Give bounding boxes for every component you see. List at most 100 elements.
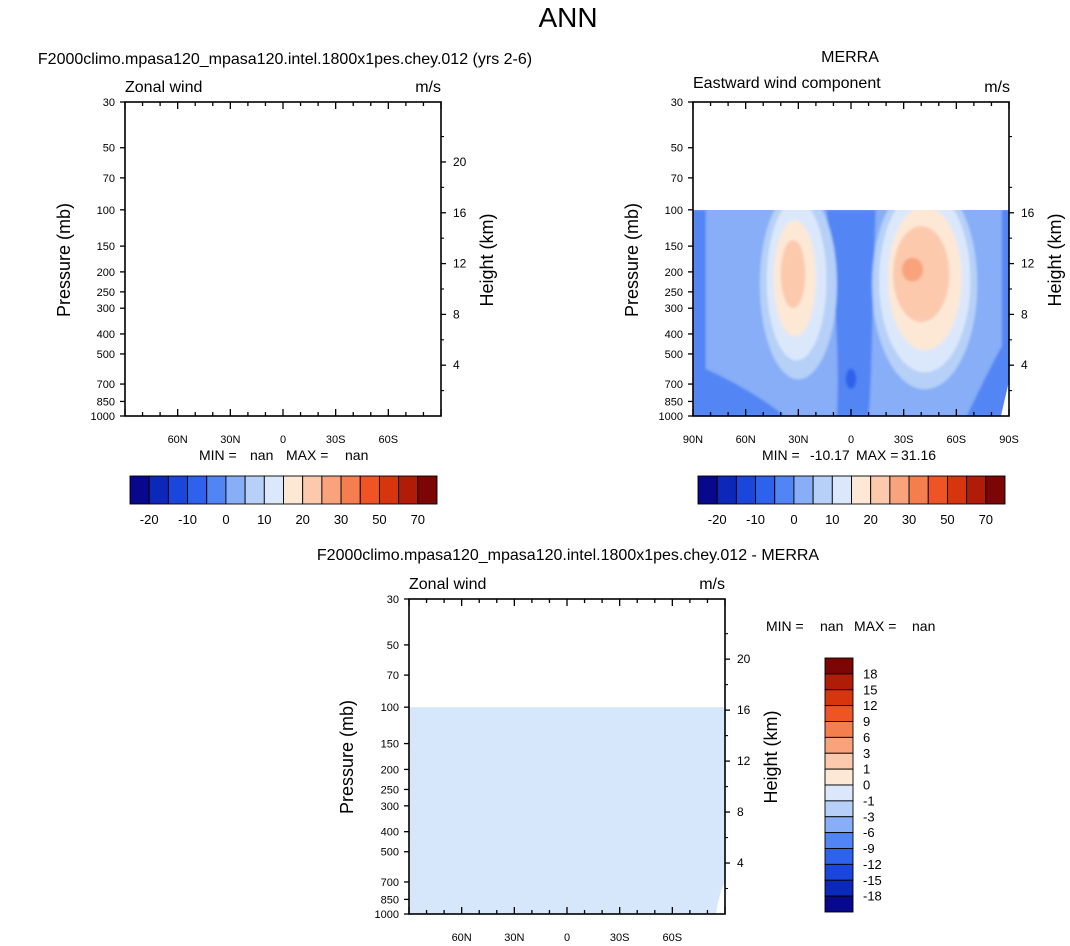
model-height-tick-label: 12 [453,257,467,271]
diff-colorbar-label: -3 [863,809,875,824]
obs-north-pole-band [693,210,706,416]
obs-colorbar-box [870,475,891,505]
model-colorbar-box [398,475,419,505]
diff-colorbar-box [824,768,854,786]
diff-y-tick-label: 1000 [375,909,399,921]
model-colorbar-box [359,475,380,505]
diff-y-tick-label: 30 [387,594,399,606]
model-ylabel: Pressure (mb) [54,203,74,317]
obs-y-tick-label: 150 [665,241,683,253]
model-max-value: nan [345,447,368,463]
obs-ylabel: Pressure (mb) [622,203,642,317]
obs-colorbar-box [889,475,910,505]
model-y-tick-label: 50 [103,143,115,155]
model-y-tick-label: 250 [97,287,115,299]
diff-colorbar-label: 18 [863,666,877,681]
diff-axes: 60N 30N 0 30S 60S 30 50 70 100 150 200 250 300 400 500… [375,594,751,944]
diff-stats: MIN = nan MAX = nan [766,618,935,634]
diff-colorbar-box [824,736,854,754]
model-x-tick-label: 30N [220,434,240,446]
model-colorbar-box [321,475,342,505]
model-colorbar-box [148,475,169,505]
obs-y-tick-label: 50 [671,143,683,155]
diff-colorbar-label: 0 [863,778,870,793]
obs-y-tick-label: 500 [665,349,683,361]
obs-colorbar-box [946,475,968,505]
diff-missing-topography [716,881,725,914]
diff-colorbar-box [824,689,854,707]
obs-tropical-easterlies [826,210,876,416]
model-height-tick-label: 4 [453,358,460,372]
model-y-tick-label: 850 [97,396,115,408]
diff-colorbar-label: 12 [863,698,877,713]
obs-height-tick-label: 16 [1021,206,1035,220]
diff-y-tick-label: 850 [381,894,399,906]
diff-height-tick-label: 12 [737,754,751,768]
obs-panel-title: MERRA [821,49,879,66]
obs-y-tick-label: 30 [671,97,683,109]
model-colorbar-label: -20 [140,512,159,527]
obs-colorbar-label: 70 [979,512,993,527]
diff-colorbar-box [824,705,854,722]
diff-colorbar-box [824,752,854,770]
diff-height-tick-label: 20 [737,652,751,666]
obs-colorbar-box [812,475,833,505]
model-height-tick-label: 16 [453,206,467,220]
obs-height-tick-label: 4 [1021,358,1028,372]
obs-colorbar-label: 20 [863,512,877,527]
model-x-tick-label: 30S [326,434,346,446]
model-colorbar-label: 70 [411,512,425,527]
diff-y-tick-label: 150 [381,739,399,751]
diff-field-fill [409,707,725,914]
obs-x-tick-label: 30S [894,434,914,446]
obs-colorbar-box [908,475,929,505]
diff-left-label: Zonal wind [409,576,486,593]
obs-colorbar-label: -20 [708,512,727,527]
obs-y-tick-label: 200 [665,267,683,279]
model-colorbar-label: 10 [257,512,271,527]
model-colorbar-box [417,475,438,505]
diff-colorbar-box [824,895,854,913]
obs-stats: MIN = -10.17 MAX = 31.16 [762,447,936,463]
obs-y-tick-label: 250 [665,287,683,299]
obs-colorbar-box [735,475,757,505]
model-colorbar-label: 20 [295,512,309,527]
model-colorbar-box [244,475,265,505]
diff-y-tick-label: 100 [381,702,399,714]
model-colorbar-box [378,475,400,505]
obs-y-tick-label: 850 [665,396,683,408]
diff-min-label: MIN = [766,618,804,634]
model-min-label: MIN = [199,447,237,463]
obs-missing-topography [1001,381,1009,416]
obs-y-tick-label: 70 [671,173,683,185]
diff-colorbar-label: 1 [863,762,870,777]
diff-colorbar-box [824,657,854,675]
diff-height-tick-label: 8 [737,805,744,819]
diff-ylabel: Pressure (mb) [337,700,357,814]
obs-y-tick-label: 400 [665,329,683,341]
diff-colorbar-label: -12 [863,857,882,872]
model-colorbar-box [187,475,208,505]
obs-contour-field [693,210,1009,416]
model-colorbar-box [263,475,284,505]
diff-colorbar-label: -6 [863,825,875,840]
obs-south-jet-core [901,257,923,282]
obs-ylabel-right: Height (km) [1045,213,1065,306]
obs-equatorial-min [845,368,857,389]
model-colorbar-box [283,475,304,505]
model-panel-title: F2000climo.mpasa120_mpasa120.intel.1800x… [38,51,532,68]
diff-x-tick-label: 30N [504,932,524,944]
diff-y-tick-label: 250 [381,784,399,796]
obs-colorbar-label: 30 [902,512,916,527]
obs-height-tick-label: 12 [1021,257,1035,271]
diff-colorbar-box [824,832,854,849]
model-colorbar: -20 -10 0 10 20 30 50 70 [129,475,438,527]
model-plot-frame [124,101,442,417]
obs-axes: 90N 60N 30N 0 30S 60S 90S 30 50 70 100 150 200 250 300… [659,97,1035,446]
diff-y-tick-label: 200 [381,764,399,776]
diff-x-tick-label: 0 [564,932,570,944]
model-colorbar-box [340,475,361,505]
diff-x-tick-label: 30S [610,932,630,944]
diff-y-tick-label: 70 [387,670,399,682]
